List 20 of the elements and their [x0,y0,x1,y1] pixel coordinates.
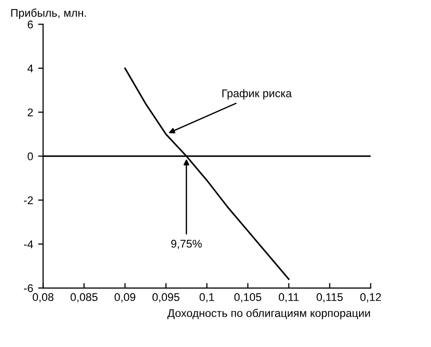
y-tick-label: 0 [28,152,33,160]
x-tick-label: 0,11 [278,293,299,302]
annotation: График риска [222,89,292,100]
annotation: 9,75% [171,240,202,249]
x-tick-label: 0,12 [360,293,381,302]
x-tick-label: 0,115 [316,293,343,302]
x-tick-label: 0,09 [114,293,136,302]
x-tick-label: 0,105 [234,293,262,302]
y-tick-label: -6 [24,284,33,292]
y-tick-label: -4 [24,240,34,248]
y-axis-title: Прибыль, млн. [11,8,86,20]
x-tick-label: 0,1 [200,293,214,302]
y-tick-label: 4 [27,64,34,72]
x-axis-title: Доходность по облигациям корпорации [167,308,370,320]
y-tick-label: -2 [24,196,33,204]
x-tick-label: 0,095 [152,293,180,302]
y-tick-label: 6 [28,20,33,28]
x-tick-label: 0,08 [32,293,54,302]
x-tick-label: 0,085 [70,293,98,302]
y-tick-label: 2 [28,108,33,116]
